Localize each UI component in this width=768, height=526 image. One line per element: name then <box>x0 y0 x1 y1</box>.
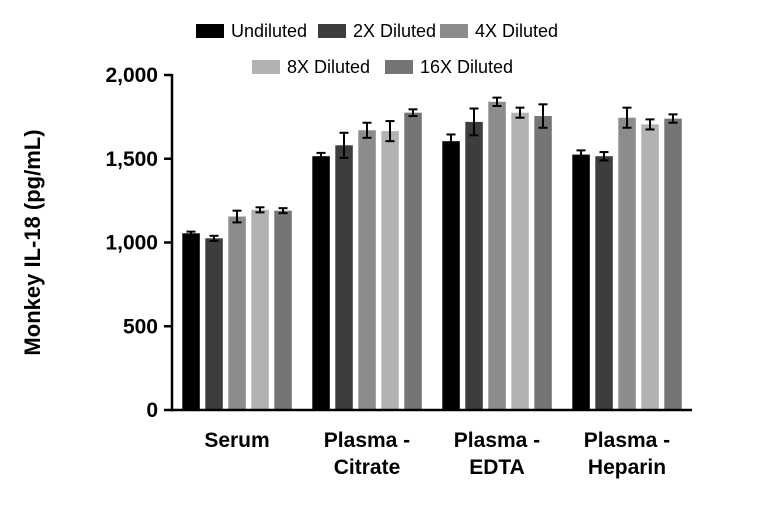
bar-4x-diluted-group2 <box>488 101 506 411</box>
y-tick-label: 1,000 <box>105 232 158 255</box>
legend-swatch-8x-diluted <box>252 60 280 74</box>
bar-undiluted-group3 <box>572 154 590 410</box>
y-tick-label: 1,500 <box>105 148 158 171</box>
bar-2x-diluted-group0 <box>205 238 223 410</box>
bar-16x-diluted-group3 <box>664 118 682 410</box>
bar-undiluted-group0 <box>182 233 200 410</box>
legend-label: 2X Diluted <box>353 21 436 41</box>
x-category-label: Citrate <box>334 456 401 479</box>
x-category-label: Heparin <box>588 456 666 479</box>
bar-2x-diluted-group1 <box>335 145 353 411</box>
legend-label: 8X Diluted <box>287 57 370 77</box>
bar-8x-diluted-group0 <box>251 209 269 410</box>
bar-16x-diluted-group0 <box>274 210 292 410</box>
bar-8x-diluted-group2 <box>511 112 529 410</box>
bar-4x-diluted-group3 <box>618 117 636 410</box>
bar-8x-diluted-group3 <box>641 124 659 411</box>
bar-4x-diluted-group0 <box>228 216 246 410</box>
bar-16x-diluted-group1 <box>404 112 422 410</box>
x-category-label: Plasma - <box>454 429 540 452</box>
legend-label: Undiluted <box>231 21 307 41</box>
x-category-label: Plasma - <box>324 429 410 452</box>
bar-undiluted-group2 <box>442 141 460 410</box>
legend-swatch-16x-diluted <box>385 60 413 74</box>
bar-4x-diluted-group1 <box>358 130 376 411</box>
bar-2x-diluted-group2 <box>465 121 483 411</box>
legend-swatch-4x-diluted <box>440 24 468 38</box>
legend-label: 4X Diluted <box>475 21 558 41</box>
y-tick-label: 2,000 <box>105 64 158 87</box>
x-category-label: EDTA <box>469 456 525 479</box>
legend-label: 16X Diluted <box>420 57 513 77</box>
bar-8x-diluted-group1 <box>381 131 399 410</box>
bar-undiluted-group1 <box>312 156 330 410</box>
legend-swatch-undiluted <box>196 24 224 38</box>
x-category-label: Plasma - <box>584 429 670 452</box>
y-tick-label: 500 <box>123 315 158 338</box>
bar-16x-diluted-group2 <box>534 116 552 410</box>
y-axis-title: Monkey IL-18 (pg/mL) <box>20 129 45 355</box>
y-tick-label: 0 <box>146 399 158 422</box>
x-category-label: Serum <box>204 429 269 452</box>
legend-swatch-2x-diluted <box>318 24 346 38</box>
bar-2x-diluted-group3 <box>595 156 613 410</box>
